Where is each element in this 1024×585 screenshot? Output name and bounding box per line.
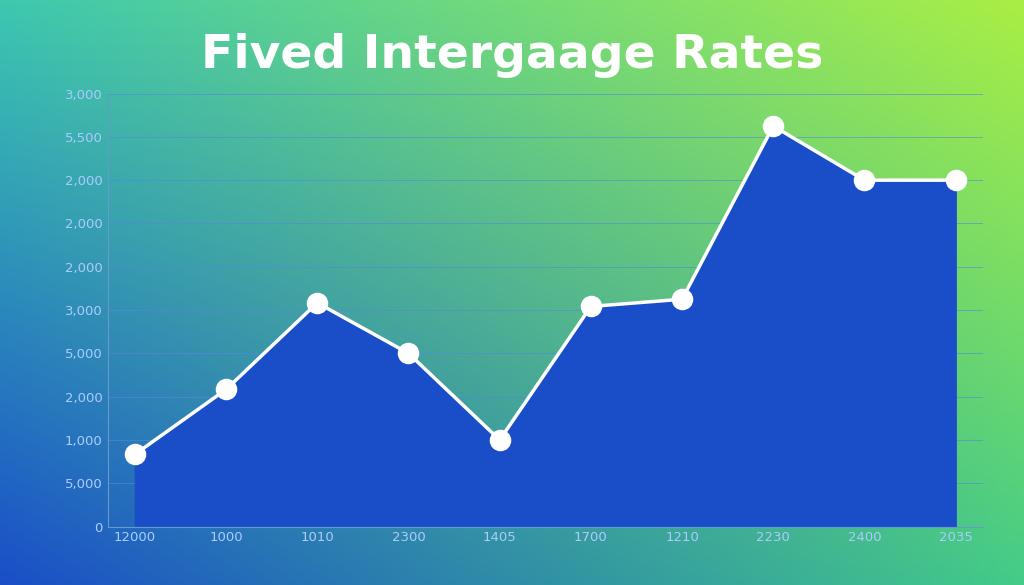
Point [583,302,599,311]
Point [400,349,417,358]
Point [309,298,326,308]
Text: Fived Intergaage Rates: Fived Intergaage Rates [201,33,823,78]
Point [765,122,781,131]
Point [492,435,508,445]
Point [856,176,872,185]
Point [947,176,964,185]
Point [218,385,234,394]
Point [127,450,143,459]
Point [674,295,690,304]
